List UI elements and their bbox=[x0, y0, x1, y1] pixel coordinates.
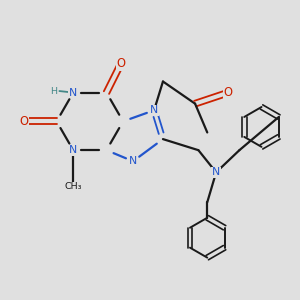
Text: O: O bbox=[224, 86, 233, 99]
Text: O: O bbox=[19, 115, 28, 128]
Text: O: O bbox=[116, 57, 125, 70]
Text: N: N bbox=[69, 145, 77, 155]
Text: H: H bbox=[50, 86, 57, 95]
Text: N: N bbox=[129, 156, 137, 166]
Text: N: N bbox=[150, 105, 158, 115]
Text: N: N bbox=[69, 88, 77, 98]
Text: CH₃: CH₃ bbox=[64, 182, 82, 191]
Text: N: N bbox=[212, 167, 220, 177]
